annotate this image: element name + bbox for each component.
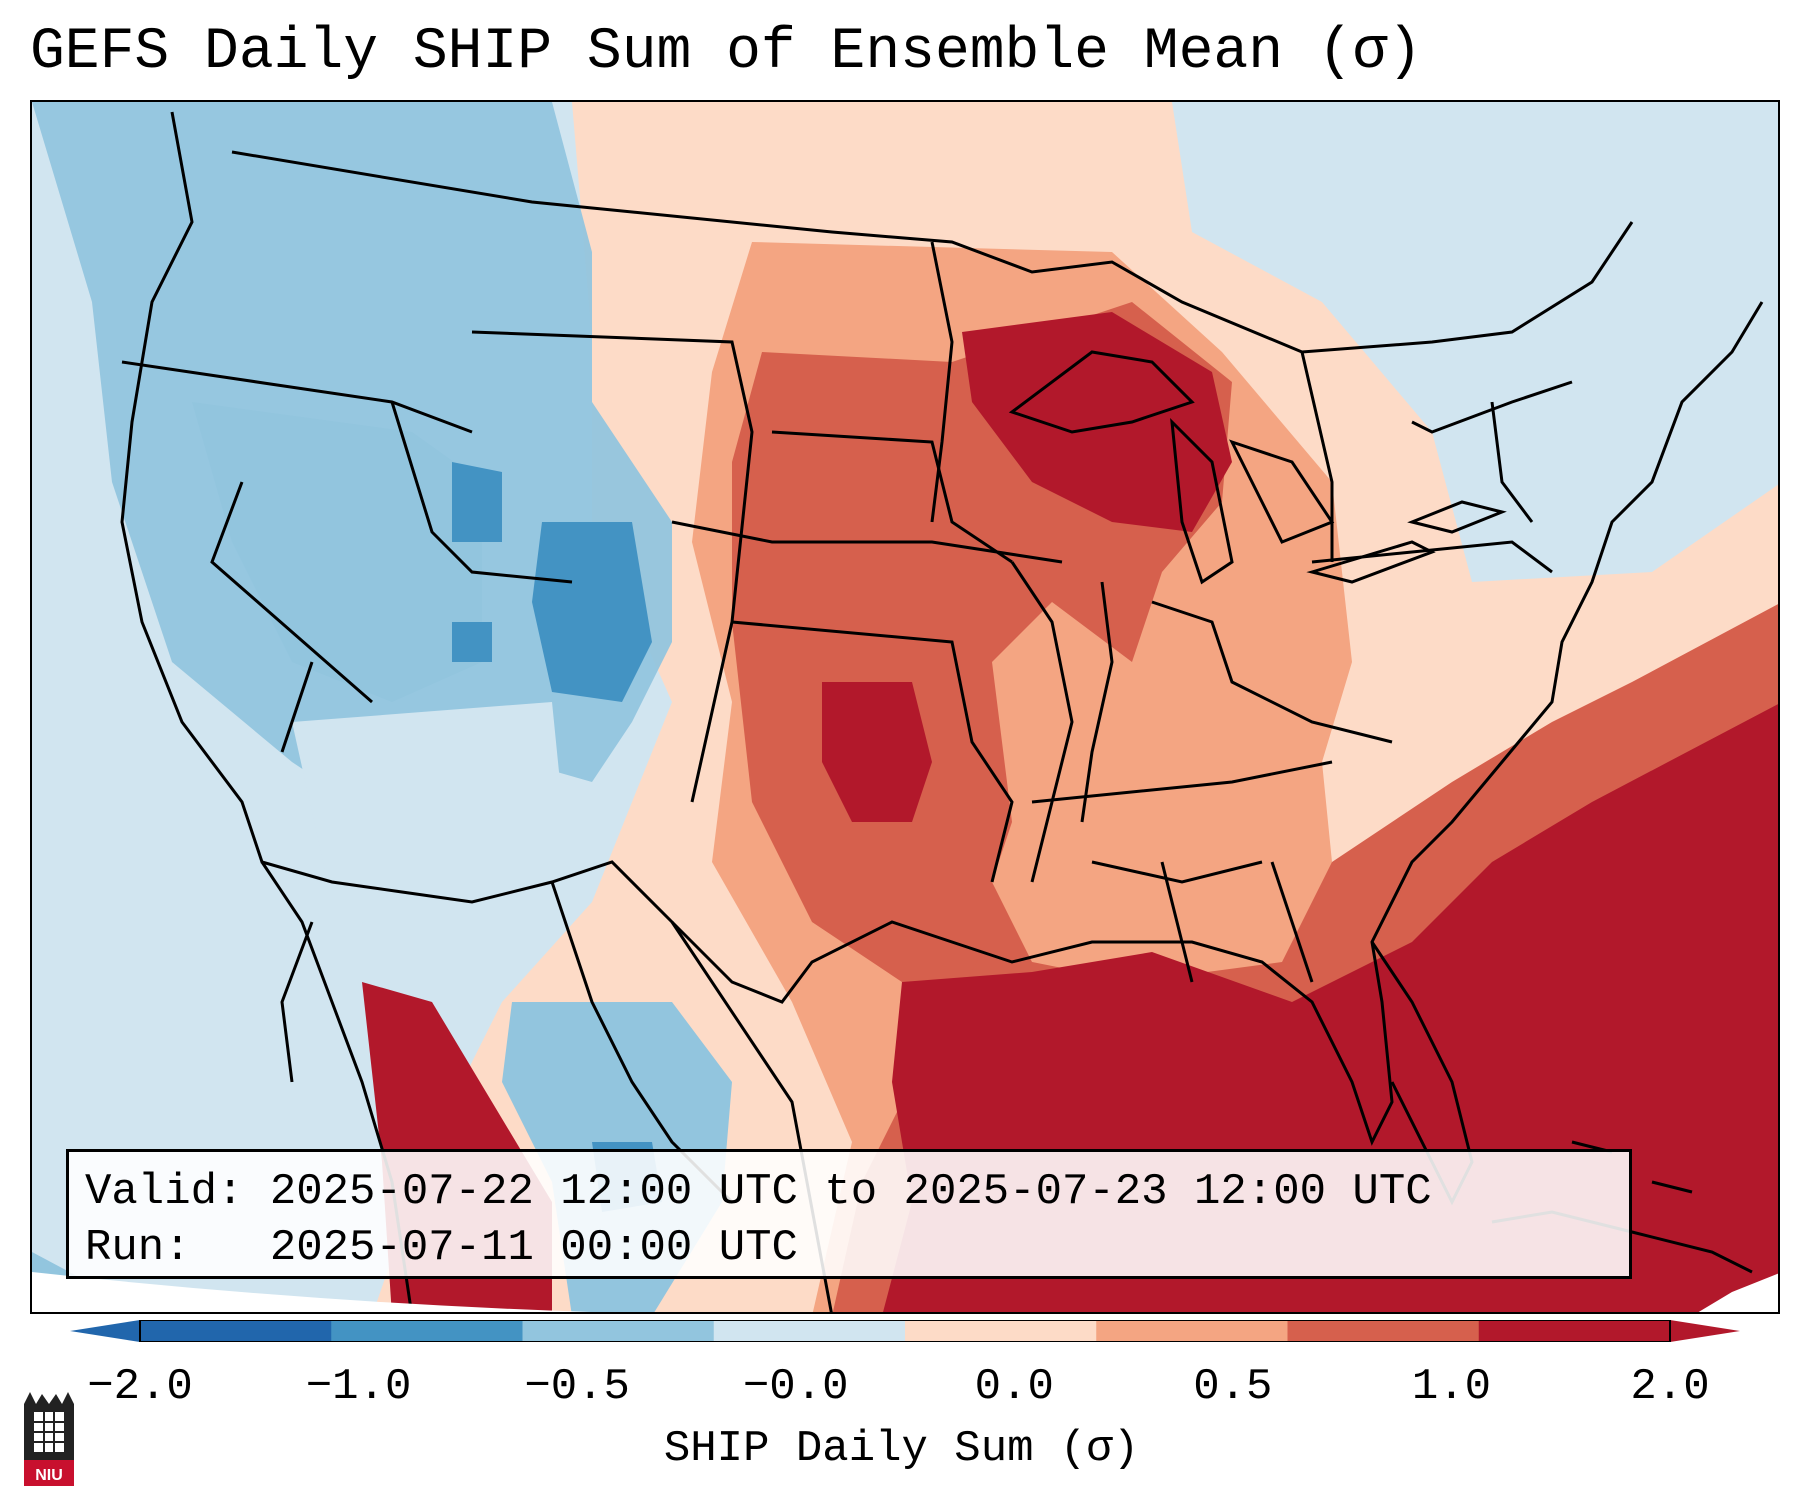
run-value: 2025-07-11 00:00 UTC — [269, 1223, 798, 1273]
colorbar-segment — [331, 1320, 523, 1342]
colorbar-segment — [140, 1320, 332, 1342]
valid-label: Valid: — [85, 1167, 244, 1217]
colorbar-extend-low — [70, 1320, 140, 1342]
colorbar-tick-label: 0.5 — [1193, 1362, 1273, 1412]
colorbar-tick-label: 2.0 — [1630, 1362, 1710, 1412]
colorbar-tick-label: −1.0 — [305, 1362, 412, 1412]
colorbar-extend-high — [1670, 1320, 1740, 1342]
colorbar-tick-label: −0.0 — [742, 1362, 849, 1412]
colorbar — [70, 1320, 1740, 1342]
colorbar-segment — [522, 1320, 715, 1342]
colorbar-tick-label: −2.0 — [87, 1362, 193, 1412]
university-tower-icon: NIU — [24, 1392, 74, 1486]
colorbar-tick-label: 0.0 — [974, 1362, 1054, 1412]
colorbar-label: SHIP Daily Sum (σ) — [663, 1424, 1140, 1474]
projection-edge-right — [1698, 1273, 1778, 1312]
colorbar-segment — [713, 1320, 906, 1342]
logo-text: NIU — [35, 1467, 63, 1484]
map-panel[interactable] — [30, 100, 1780, 1314]
colorbar-segment — [1096, 1320, 1288, 1342]
valid-run-box: Valid: 2025-07-22 12:00 UTC to 2025-07-2… — [66, 1149, 1632, 1279]
valid-value: 2025-07-22 12:00 UTC to 2025-07-23 12:00… — [269, 1167, 1432, 1217]
colorbar-tick-label: −0.5 — [524, 1362, 630, 1412]
colorbar-segment — [1478, 1320, 1671, 1342]
run-label: Run: — [85, 1223, 191, 1273]
colorbar-tick-label: 1.0 — [1411, 1362, 1492, 1412]
colorbar-segment — [905, 1320, 1097, 1342]
colorbar-outline — [139, 1320, 1671, 1342]
projection-edge — [32, 1272, 592, 1312]
ship-anomaly-map — [32, 102, 1778, 1312]
colorbar-segment — [1287, 1320, 1480, 1342]
map-title: GEFS Daily SHIP Sum of Ensemble Mean (σ) — [30, 20, 1423, 85]
colorbar-segments — [140, 1320, 1671, 1342]
